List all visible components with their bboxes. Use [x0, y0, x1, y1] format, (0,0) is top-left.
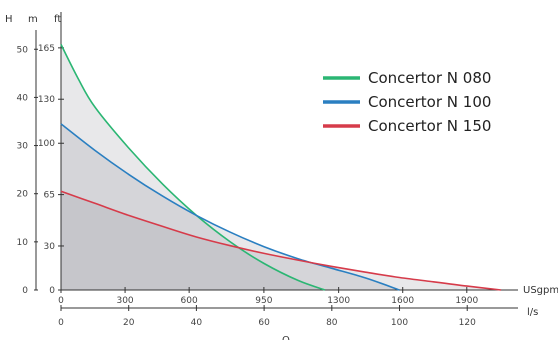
legend-label-n150: Concertor N 150	[368, 117, 491, 135]
usgpm-tick-label: 1600	[391, 296, 414, 306]
m-tick-label: 20	[17, 190, 29, 200]
ft-tick-label: 30	[44, 242, 56, 252]
area-n080	[61, 44, 325, 291]
ft-tick-label: 65	[44, 191, 55, 201]
ft-tick-label: 165	[38, 44, 55, 54]
ls-tick-label: 0	[58, 318, 64, 328]
curve-areas	[61, 44, 502, 291]
usgpm-tick-label: 950	[255, 296, 272, 306]
curve-n150	[60, 190, 502, 291]
m-tick-label: 10	[17, 238, 29, 248]
ls-tick-label: 20	[123, 318, 135, 328]
y-axis-unit-m: m	[28, 14, 38, 25]
usgpm-tick-label: 300	[116, 296, 133, 306]
usgpm-tick-label: 0	[58, 296, 64, 306]
ft-tick-label: 100	[38, 139, 55, 149]
ft-tick-label: 0	[49, 286, 55, 296]
y-axis-label-h: H	[5, 14, 13, 25]
ls-tick-label: 120	[459, 318, 476, 328]
m-tick-label: 40	[17, 93, 29, 103]
usgpm-tick-label: 1300	[327, 296, 350, 306]
area-n150	[61, 191, 502, 290]
x-axis-unit-usgpm: USgpm	[523, 285, 558, 296]
curve-n080	[60, 44, 326, 291]
ls-tick-label: 60	[258, 318, 270, 328]
legend-label-n100: Concertor N 100	[368, 93, 491, 111]
usgpm-tick-label: 600	[181, 296, 198, 306]
legend-label-n080: Concertor N 080	[368, 69, 491, 87]
legend: Concertor N 080 Concertor N 100 Concerto…	[323, 69, 491, 135]
curve-n100	[60, 123, 400, 291]
curve-lines	[60, 44, 502, 291]
ls-tick-label: 40	[191, 318, 203, 328]
area-n100	[61, 123, 400, 291]
usgpm-tick-label: 1900	[455, 296, 478, 306]
m-tick-label: 30	[17, 142, 29, 152]
y-axis-unit-ft: ft	[54, 14, 61, 25]
ls-tick-label: 100	[391, 318, 408, 328]
x-axis-unit-ls: l/s	[527, 307, 538, 318]
ls-tick-label: 80	[326, 318, 338, 328]
m-tick-label: 0	[22, 286, 28, 296]
axes	[34, 12, 518, 311]
x-axis-label-q: Q	[282, 335, 290, 340]
ft-tick-label: 130	[38, 95, 55, 105]
m-tick-label: 50	[17, 45, 29, 55]
